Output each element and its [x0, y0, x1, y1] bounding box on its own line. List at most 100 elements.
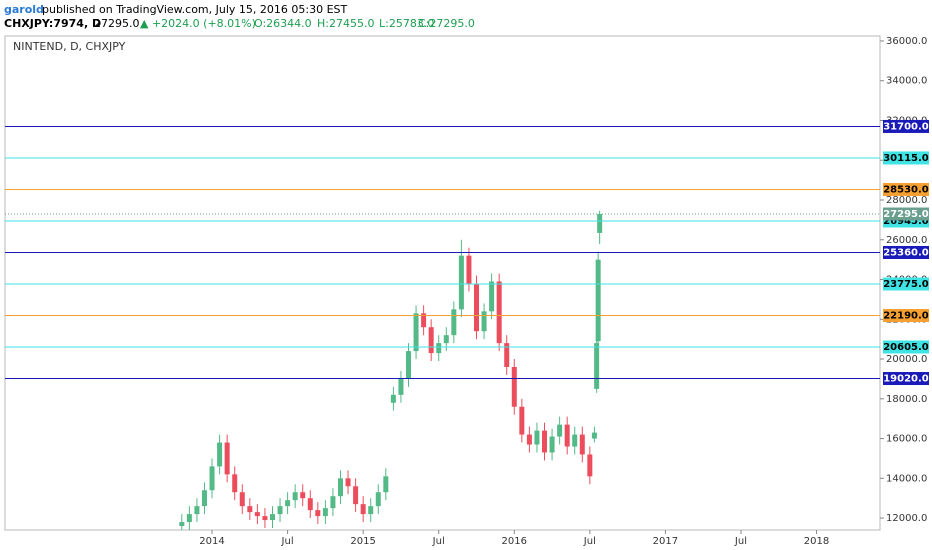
candle-body — [345, 478, 351, 487]
candle-body — [587, 454, 593, 477]
candle-body — [194, 506, 200, 515]
candle-body — [239, 492, 245, 507]
candle-body — [383, 476, 389, 493]
candle-body — [572, 434, 578, 447]
y-tick-label: 14000.0 — [886, 473, 927, 484]
candle-body — [481, 311, 487, 332]
level-label-box — [883, 277, 929, 291]
candle-body — [519, 406, 525, 435]
x-tick-label: 2018 — [804, 536, 829, 547]
candle-body — [421, 313, 427, 328]
candle-body — [557, 424, 563, 437]
candle-body — [315, 510, 321, 517]
level-label: 22190.0 — [883, 311, 929, 322]
candle-body — [277, 506, 283, 515]
candle-body — [504, 343, 510, 367]
candle-body — [597, 214, 603, 233]
candle-body — [179, 522, 185, 527]
y-tick-label: 26000.0 — [886, 235, 927, 246]
x-tick-label: Jul — [734, 536, 747, 547]
level-label-box — [883, 182, 929, 196]
candle-body — [269, 514, 275, 521]
candle-body — [489, 281, 495, 312]
x-tick-label: 2015 — [350, 536, 375, 547]
y-tick-label: 28000.0 — [886, 195, 927, 206]
last-price: 27295.0 — [94, 17, 140, 30]
y-tick-label: 20000.0 — [886, 354, 927, 365]
candle-body — [474, 283, 480, 332]
candle-body — [300, 492, 306, 499]
y-tick-label: 18000.0 — [886, 394, 927, 405]
candle-body — [466, 255, 472, 284]
candle-body — [496, 281, 502, 344]
level-label: 20605.0 — [883, 342, 929, 353]
candle-body — [307, 498, 313, 511]
ohlc-low: L:25783.0 — [379, 17, 434, 30]
level-label-box — [883, 309, 929, 323]
candle-body — [579, 434, 585, 455]
x-tick-label: Jul — [583, 536, 596, 547]
x-tick-label: Jul — [281, 536, 294, 547]
change: ▲ +2024.0 (+8.01%) — [140, 17, 256, 30]
plot-area — [179, 210, 603, 530]
ohlc-high: H:27455.0 — [317, 17, 374, 30]
level-label: 28530.0 — [883, 184, 929, 195]
candle-body — [209, 466, 215, 491]
candle-body — [591, 432, 597, 439]
candle-body — [224, 442, 230, 475]
candle-body — [534, 430, 540, 445]
candle-body — [542, 430, 548, 453]
level-label-box — [883, 372, 929, 386]
x-tick-label: 2017 — [653, 536, 678, 547]
x-tick-label: Jul — [432, 536, 445, 547]
candle-body — [595, 259, 601, 342]
price-label-box — [883, 207, 929, 221]
candle-body — [337, 478, 343, 497]
candle-body — [201, 490, 207, 507]
candle-body — [254, 512, 260, 517]
candle-body — [262, 516, 268, 521]
candle-body — [413, 313, 419, 352]
y-tick-label: 16000.0 — [886, 434, 927, 445]
candle-body — [398, 378, 404, 395]
candle-body — [285, 500, 291, 507]
ohlc-open: O:26344.0 — [254, 17, 312, 30]
x-tick-label: 2016 — [502, 536, 527, 547]
candle-body — [186, 514, 192, 523]
published: published on TradingView.com, July 15, 2… — [42, 3, 348, 16]
plot-frame — [4, 35, 881, 531]
candle-body — [368, 506, 374, 515]
candle-body — [353, 486, 359, 505]
price-label: 27295.0 — [883, 209, 929, 220]
level-label-box — [883, 340, 929, 354]
level-label: 25360.0 — [883, 247, 929, 258]
symbol: CHXJPY:7974, D — [4, 17, 101, 30]
candle-body — [375, 492, 381, 507]
level-label-box — [883, 119, 929, 133]
level-label-box — [883, 151, 929, 165]
y-tick-label: 34000.0 — [886, 76, 927, 87]
candle-body — [232, 474, 238, 493]
level-label: 26945.0 — [883, 216, 929, 227]
candle-body — [443, 335, 449, 344]
candle-body — [390, 394, 396, 403]
candle-body — [330, 496, 336, 509]
chart-title: NINTEND, D, CHXJPY — [13, 40, 126, 53]
candle-body — [594, 343, 600, 389]
candle-body — [458, 255, 464, 310]
candle-body — [428, 327, 434, 354]
level-label: 31700.0 — [883, 121, 929, 132]
candle-body — [217, 442, 223, 467]
y-tick-label: 12000.0 — [886, 513, 927, 524]
y-tick-label: 36000.0 — [886, 36, 927, 47]
candle-body — [360, 504, 366, 515]
candle-body — [292, 492, 298, 501]
candle-body — [451, 309, 457, 336]
level-label-box — [883, 245, 929, 259]
candle-body — [405, 351, 411, 379]
level-label: 19020.0 — [883, 374, 929, 385]
level-label: 23775.0 — [883, 279, 929, 290]
ohlc-close: C:27295.0 — [418, 17, 475, 30]
author[interactable]: garold — [4, 3, 44, 16]
